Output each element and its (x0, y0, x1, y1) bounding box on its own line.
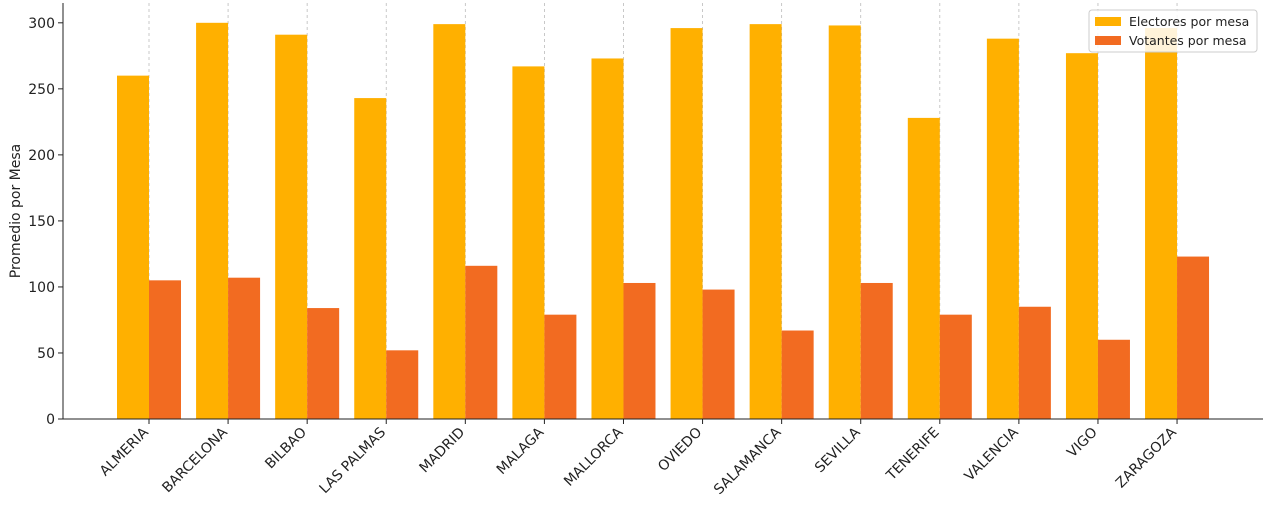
legend-label: Votantes por mesa (1129, 33, 1247, 48)
legend-box (1088, 9, 1258, 53)
legend-swatch (1095, 36, 1121, 45)
x-tick-label: BILBAO (262, 425, 310, 473)
bar (828, 25, 861, 419)
bar (275, 34, 308, 419)
bar (1018, 306, 1051, 419)
y-tick-label: 300 (28, 16, 55, 32)
bar (907, 117, 940, 420)
x-tick-label: MALLORCA (561, 424, 626, 489)
bar (1065, 53, 1098, 419)
bar (354, 98, 387, 419)
bar (591, 58, 624, 419)
bar (939, 314, 972, 419)
legend-swatch (1095, 17, 1121, 26)
y-tick-label: 100 (28, 280, 55, 296)
bar (702, 289, 735, 419)
x-tick-label: ALMERIA (97, 424, 152, 479)
x-tick-label: ZARAGOZA (1113, 424, 1180, 491)
x-tick-label: TENERIFE (883, 425, 943, 485)
x-tick-label: BARCELONA (159, 424, 231, 496)
y-axis-label: Promedio por Mesa (8, 144, 24, 278)
x-tick-label: MADRID (416, 425, 468, 477)
bar (433, 24, 466, 420)
bar (781, 330, 814, 419)
x-tick-label: LAS PALMAS (317, 424, 390, 497)
bar (986, 38, 1019, 420)
x-tick-label: VALENCIA (962, 424, 1022, 484)
bar (307, 308, 340, 419)
legend: Electores por mesa Votantes por mesa (1088, 9, 1258, 53)
bar (544, 314, 577, 419)
y-tick-label: 0 (46, 412, 55, 428)
y-tick-label: 200 (28, 148, 55, 164)
bar (749, 24, 782, 420)
bar (149, 280, 181, 419)
bar (196, 22, 229, 420)
bar (1177, 256, 1210, 419)
x-tick-label: MALAGA (494, 424, 548, 478)
legend-label: Electores por mesa (1129, 14, 1249, 29)
y-tick-label: 150 (28, 214, 55, 230)
bar (465, 265, 498, 419)
x-tick-label: VIGO (1064, 425, 1100, 461)
bar (1097, 339, 1130, 419)
bar (228, 277, 261, 419)
bar (623, 282, 656, 419)
bar (117, 75, 149, 419)
x-tick-label: OVIEDO (655, 425, 705, 475)
bar (386, 350, 419, 419)
x-tick-label: SEVILLA (812, 424, 864, 476)
y-tick-label: 250 (28, 82, 55, 98)
bar (670, 28, 703, 419)
x-tick-label: SALAMANCA (711, 424, 785, 498)
bar (512, 66, 545, 419)
y-tick-label: 50 (37, 346, 55, 362)
bar (1145, 28, 1178, 419)
bar (860, 282, 893, 419)
